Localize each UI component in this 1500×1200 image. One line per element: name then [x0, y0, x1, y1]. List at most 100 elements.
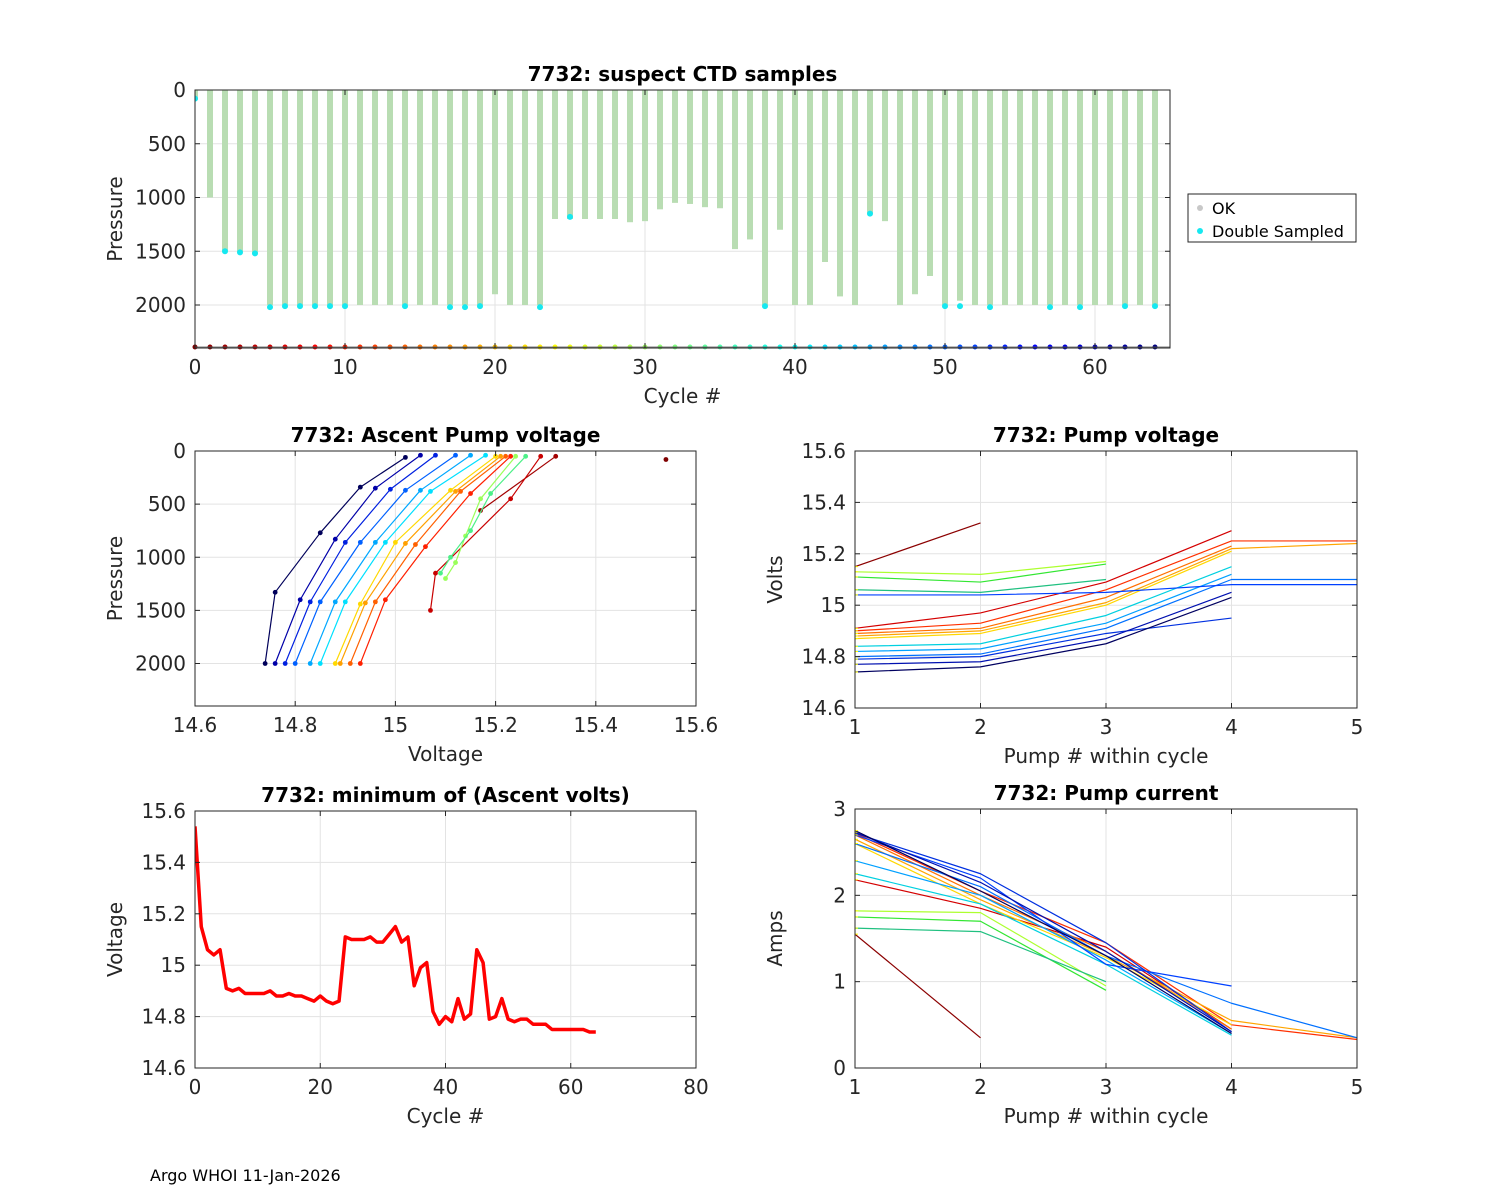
ok-bar — [207, 90, 213, 198]
series-point — [382, 539, 388, 545]
yellow-start-marker — [855, 563, 858, 570]
plot-layer — [195, 90, 1158, 311]
ok-bar — [327, 90, 333, 305]
yellow-start-marker — [855, 931, 858, 938]
double-sampled-point — [987, 304, 993, 311]
series-point — [523, 453, 529, 459]
series-point — [387, 486, 393, 492]
series-point — [332, 536, 338, 542]
x-tick-label: 15 — [383, 713, 408, 737]
double-sampled-point — [462, 304, 468, 311]
x-tick-label: 4 — [1225, 715, 1238, 739]
ok-bar — [702, 90, 708, 208]
ok-bar — [687, 90, 693, 204]
double-sampled-point — [252, 250, 258, 257]
ok-bar — [1092, 90, 1098, 305]
y-tick-label: 14.6 — [141, 1056, 186, 1080]
double-sampled-point — [402, 303, 408, 310]
series-line — [855, 542, 1357, 637]
x-tick-label: 0 — [189, 355, 202, 379]
series-line — [855, 910, 1107, 987]
y-tick-label: 0 — [833, 1056, 846, 1080]
ok-bar — [897, 90, 903, 305]
ok-bar — [822, 90, 828, 262]
series-point — [428, 607, 433, 613]
double-sampled-point — [942, 303, 948, 310]
double-sampled-point — [267, 304, 273, 311]
series-line — [855, 596, 1232, 673]
x-tick-label: 4 — [1225, 1075, 1238, 1099]
series-point — [372, 485, 378, 491]
series-point — [403, 541, 408, 546]
series-line — [855, 578, 1107, 593]
ok-bar — [807, 90, 813, 305]
ok-bar — [642, 90, 648, 222]
series-line — [855, 830, 1232, 1034]
series-point — [317, 530, 323, 536]
double-sampled-point — [1152, 303, 1158, 310]
series-point — [362, 600, 368, 606]
yellow-start-marker — [855, 591, 858, 598]
x-tick-label: 15.4 — [574, 713, 619, 737]
y-tick-label: 15.4 — [141, 850, 186, 874]
series-line — [855, 584, 1357, 596]
ok-bar — [762, 90, 768, 305]
chart-title: 7732: Ascent Pump voltage — [291, 423, 601, 447]
series-line — [855, 832, 1232, 1033]
yellow-start-marker — [855, 925, 858, 932]
series-point — [317, 661, 323, 666]
yellow-start-marker — [855, 630, 858, 637]
x-tick-label: 60 — [1082, 355, 1107, 379]
series-point — [468, 528, 473, 534]
legend-box — [1187, 193, 1357, 243]
axes-frame — [194, 450, 697, 707]
ok-bar — [972, 90, 978, 305]
x-tick-label: 10 — [332, 355, 357, 379]
series-line — [855, 578, 1357, 658]
series-point — [262, 661, 268, 666]
double-sampled-point — [762, 303, 768, 310]
chart-title: 7732: Pump current — [994, 781, 1219, 805]
y-axis-label: Amps — [763, 910, 787, 966]
y-tick-label: 15.6 — [801, 439, 846, 463]
legend-ok-label: OK — [1212, 199, 1236, 218]
double-sampled-point — [237, 249, 243, 256]
ok-bar — [912, 90, 918, 295]
legend-double-marker — [1197, 228, 1203, 234]
ok-bar — [1047, 90, 1053, 305]
y-tick-label: 1 — [833, 970, 846, 994]
series-point — [553, 453, 559, 459]
yellow-start-marker — [855, 627, 858, 634]
axes-frame — [194, 89, 1171, 349]
ok-bar — [222, 90, 228, 252]
ok-bar — [927, 90, 933, 276]
series-line — [855, 916, 1107, 991]
y-tick-label: 2 — [833, 883, 846, 907]
double-sampled-point — [1122, 303, 1128, 310]
x-tick-label: 20 — [308, 1075, 333, 1099]
y-tick-label: 1000 — [135, 545, 186, 569]
ok-bar — [462, 90, 468, 305]
y-tick-label: 1000 — [135, 186, 186, 210]
x-axis-label: Pump # within cycle — [1004, 744, 1209, 768]
plot-area — [195, 90, 1170, 348]
series-point — [393, 539, 398, 545]
ok-bar — [717, 90, 723, 209]
series-point — [508, 453, 514, 459]
y-tick-label: 14.6 — [801, 696, 846, 720]
series-line — [855, 834, 1232, 987]
y-tick-label: 2000 — [135, 652, 186, 676]
yellow-start-marker — [855, 633, 858, 640]
yellow-start-marker — [855, 827, 858, 834]
ok-bar — [597, 90, 603, 219]
series-point — [372, 599, 378, 605]
x-tick-label: 14.8 — [273, 713, 318, 737]
ok-bar — [1002, 90, 1008, 305]
yellow-start-marker — [855, 870, 858, 877]
double-sampled-point — [195, 95, 198, 102]
ok-bar — [1032, 90, 1038, 305]
ok-bar — [627, 90, 633, 223]
ok-bar — [567, 90, 573, 219]
series-line — [855, 831, 1232, 1033]
series-point — [453, 488, 458, 494]
